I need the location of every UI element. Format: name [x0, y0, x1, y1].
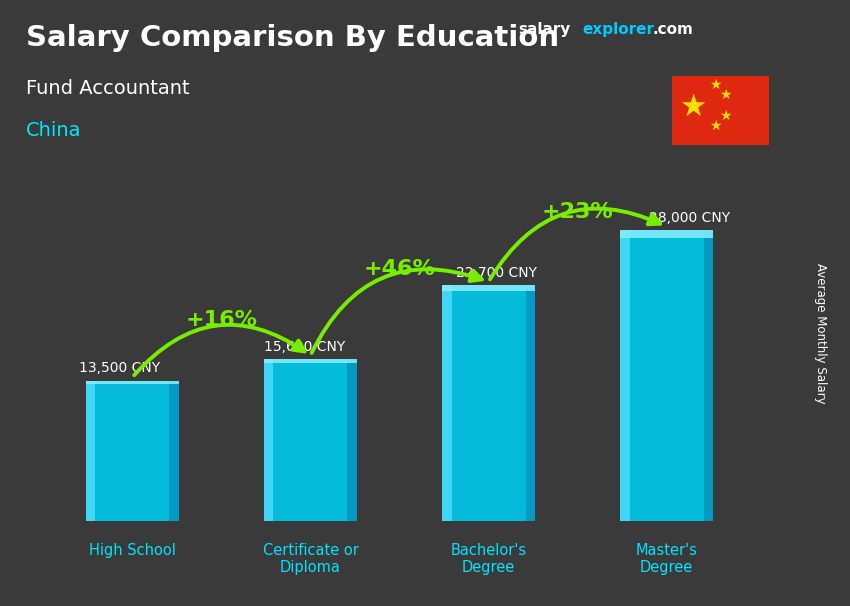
Bar — [264, 359, 274, 521]
Text: 13,500 CNY: 13,500 CNY — [79, 361, 160, 376]
Bar — [264, 359, 357, 363]
Text: Salary Comparison By Education: Salary Comparison By Education — [26, 24, 558, 52]
Bar — [86, 381, 95, 521]
Text: 15,600 CNY: 15,600 CNY — [264, 339, 345, 354]
Text: ★: ★ — [719, 88, 732, 102]
Text: salary: salary — [518, 22, 571, 38]
Text: ★: ★ — [709, 119, 722, 133]
Text: ★: ★ — [679, 93, 706, 122]
Text: +23%: +23% — [541, 202, 614, 222]
Bar — [86, 381, 178, 521]
Bar — [264, 359, 357, 521]
Text: Fund Accountant: Fund Accountant — [26, 79, 189, 98]
Text: Bachelor's
Degree: Bachelor's Degree — [450, 543, 527, 575]
Text: +16%: +16% — [185, 310, 258, 330]
Bar — [525, 285, 535, 521]
Text: Master's
Degree: Master's Degree — [636, 543, 698, 575]
Bar — [620, 230, 713, 238]
Bar — [704, 230, 713, 521]
Text: 28,000 CNY: 28,000 CNY — [649, 211, 730, 225]
Bar — [86, 381, 178, 384]
Text: Certificate or
Diploma: Certificate or Diploma — [263, 543, 359, 575]
Bar — [442, 285, 535, 291]
Bar — [620, 230, 713, 521]
Bar — [442, 285, 535, 521]
Text: ★: ★ — [719, 109, 732, 123]
Text: High School: High School — [89, 543, 176, 558]
Text: .com: .com — [653, 22, 694, 38]
Text: +46%: +46% — [364, 259, 435, 279]
Bar — [620, 230, 630, 521]
Text: explorer: explorer — [582, 22, 654, 38]
Bar — [169, 381, 178, 521]
Bar — [348, 359, 357, 521]
Text: Average Monthly Salary: Average Monthly Salary — [813, 263, 827, 404]
Bar — [442, 285, 451, 521]
Text: 22,700 CNY: 22,700 CNY — [456, 266, 537, 280]
Text: ★: ★ — [709, 78, 722, 92]
Text: China: China — [26, 121, 81, 140]
